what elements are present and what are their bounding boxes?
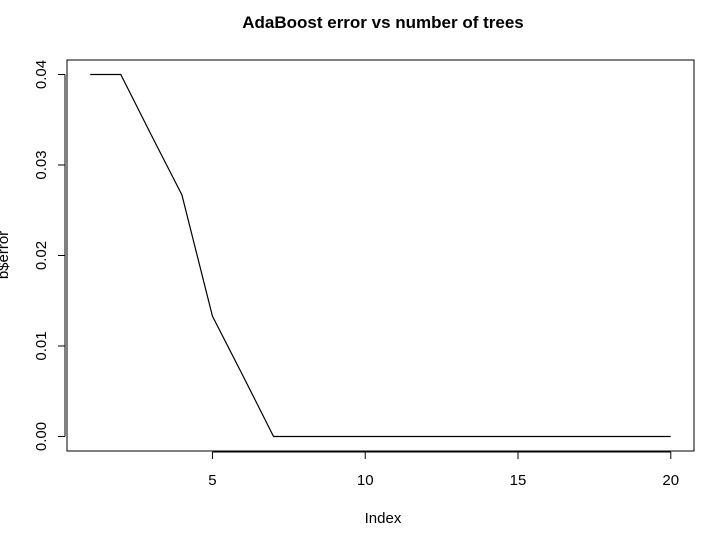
x-axis: 5 10 15 20 [208, 451, 679, 489]
x-tick-label: 20 [662, 472, 679, 489]
series-layer [90, 73, 671, 438]
y-axis-label: b$error [0, 231, 12, 279]
chart-title: AdaBoost error vs number of trees [242, 13, 524, 32]
y-tick-label: 0.02 [33, 241, 50, 270]
y-tick-label: 0.00 [33, 422, 50, 451]
series-line [90, 73, 671, 438]
y-axis: 0.00 0.01 0.02 0.03 0.04 [33, 60, 66, 451]
y-tick-label: 0.03 [33, 150, 50, 179]
x-axis-label: Index [365, 510, 402, 527]
x-tick-label: 5 [208, 472, 216, 489]
y-tick-label: 0.01 [33, 331, 50, 360]
plot-frame [66, 59, 695, 452]
x-tick-label: 15 [510, 472, 527, 489]
y-tick-label: 0.04 [33, 60, 50, 89]
x-tick-label: 10 [357, 472, 374, 489]
